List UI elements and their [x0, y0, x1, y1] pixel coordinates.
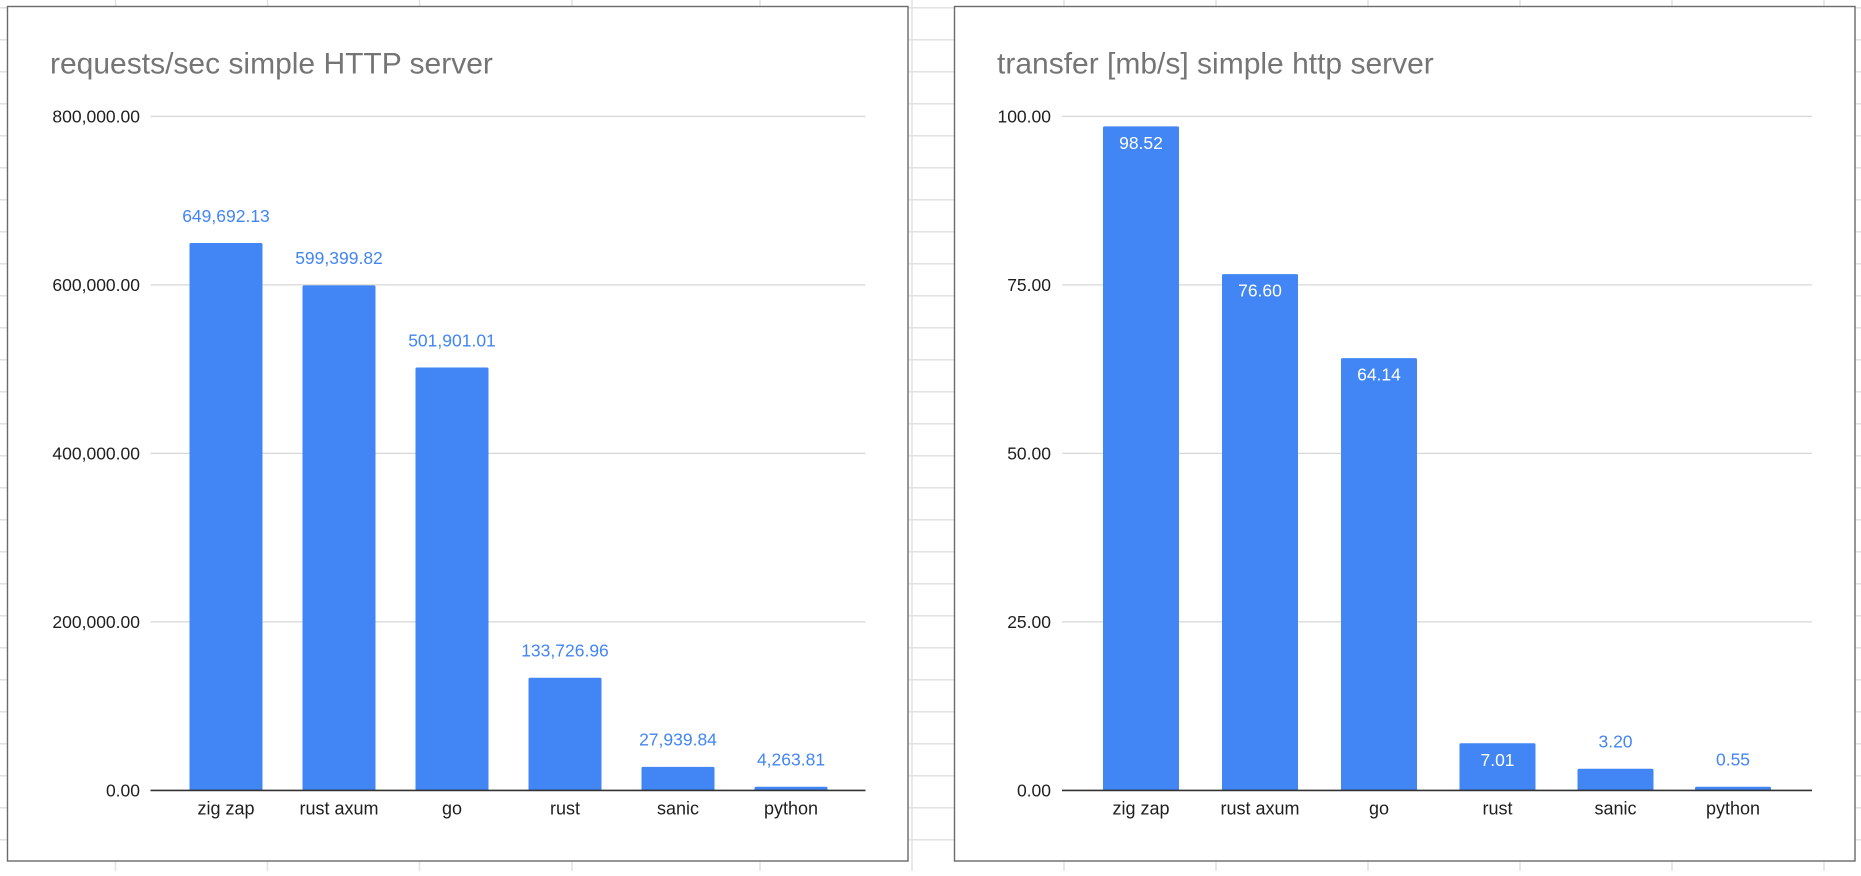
svg-text:76.60: 76.60: [1238, 281, 1282, 301]
svg-text:transfer [mb/s] simple http se: transfer [mb/s] simple http server: [997, 48, 1434, 81]
svg-text:200,000.00: 200,000.00: [52, 612, 140, 632]
svg-text:400,000.00: 400,000.00: [52, 444, 140, 464]
svg-text:python: python: [1706, 799, 1760, 819]
svg-text:3.20: 3.20: [1598, 732, 1632, 752]
svg-text:27,939.84: 27,939.84: [639, 730, 717, 750]
svg-text:rust: rust: [550, 799, 580, 819]
svg-text:requests/sec simple HTTP serve: requests/sec simple HTTP server: [50, 48, 493, 81]
svg-text:python: python: [764, 799, 818, 819]
svg-text:rust axum: rust axum: [1220, 799, 1299, 819]
svg-text:800,000.00: 800,000.00: [52, 107, 140, 127]
svg-text:sanic: sanic: [1594, 799, 1636, 819]
svg-text:600,000.00: 600,000.00: [52, 275, 140, 295]
svg-text:0.55: 0.55: [1716, 750, 1750, 770]
svg-text:599,399.82: 599,399.82: [295, 248, 383, 268]
svg-text:98.52: 98.52: [1119, 133, 1163, 153]
svg-text:go: go: [442, 799, 462, 819]
svg-text:0.00: 0.00: [106, 781, 140, 801]
svg-text:7.01: 7.01: [1480, 750, 1514, 770]
svg-text:75.00: 75.00: [1007, 275, 1051, 295]
svg-text:4,263.81: 4,263.81: [757, 750, 825, 770]
svg-text:649,692.13: 649,692.13: [182, 206, 270, 226]
svg-text:zig zap: zig zap: [197, 799, 254, 819]
svg-text:0.00: 0.00: [1017, 781, 1051, 801]
svg-text:rust axum: rust axum: [299, 799, 378, 819]
svg-text:100.00: 100.00: [997, 107, 1051, 127]
svg-text:sanic: sanic: [657, 799, 699, 819]
svg-text:rust: rust: [1482, 799, 1512, 819]
svg-text:50.00: 50.00: [1007, 444, 1051, 464]
svg-text:25.00: 25.00: [1007, 612, 1051, 632]
svg-text:go: go: [1369, 799, 1389, 819]
svg-text:133,726.96: 133,726.96: [521, 641, 609, 661]
svg-text:501,901.01: 501,901.01: [408, 330, 496, 350]
svg-text:zig zap: zig zap: [1112, 799, 1169, 819]
svg-text:64.14: 64.14: [1357, 365, 1401, 385]
